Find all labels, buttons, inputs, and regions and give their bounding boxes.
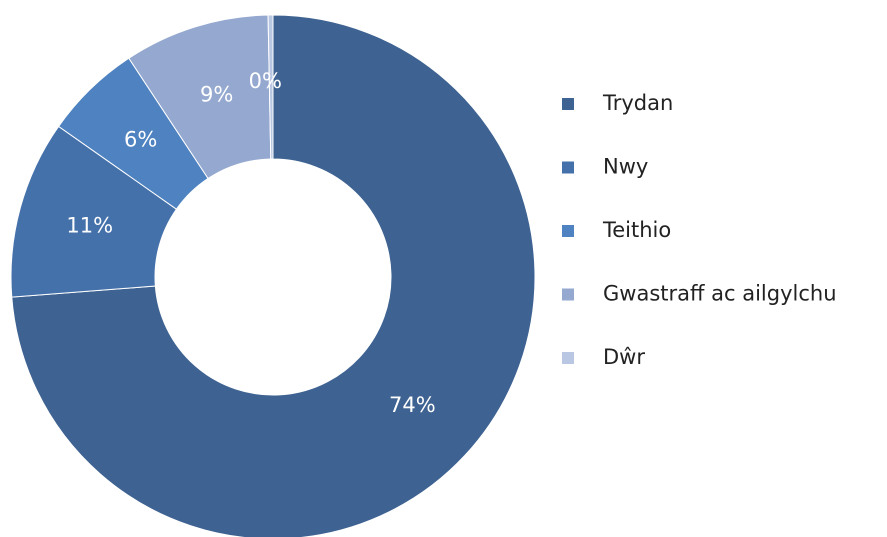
legend-swatch: [562, 161, 574, 174]
data-label: 11%: [66, 214, 113, 238]
data-label: 9%: [200, 83, 233, 107]
legend-label: Gwastraff ac ailgylchu: [603, 282, 837, 306]
legend-swatch: [562, 352, 574, 364]
legend-swatch: [562, 288, 574, 301]
legend-swatch: [562, 225, 574, 237]
legend-swatch: [562, 98, 574, 110]
legend-label: Trydan: [602, 91, 673, 115]
donut-slice: [267, 14, 274, 160]
data-label: 74%: [389, 393, 436, 417]
donut-slice: [11, 14, 536, 537]
legend-label: Dŵr: [603, 345, 645, 369]
legend-label: Nwy: [603, 155, 648, 179]
data-label: 6%: [124, 128, 157, 152]
data-label: 0%: [249, 69, 282, 93]
legend-label: Teithio: [602, 218, 671, 242]
donut-slice: [10, 125, 178, 298]
